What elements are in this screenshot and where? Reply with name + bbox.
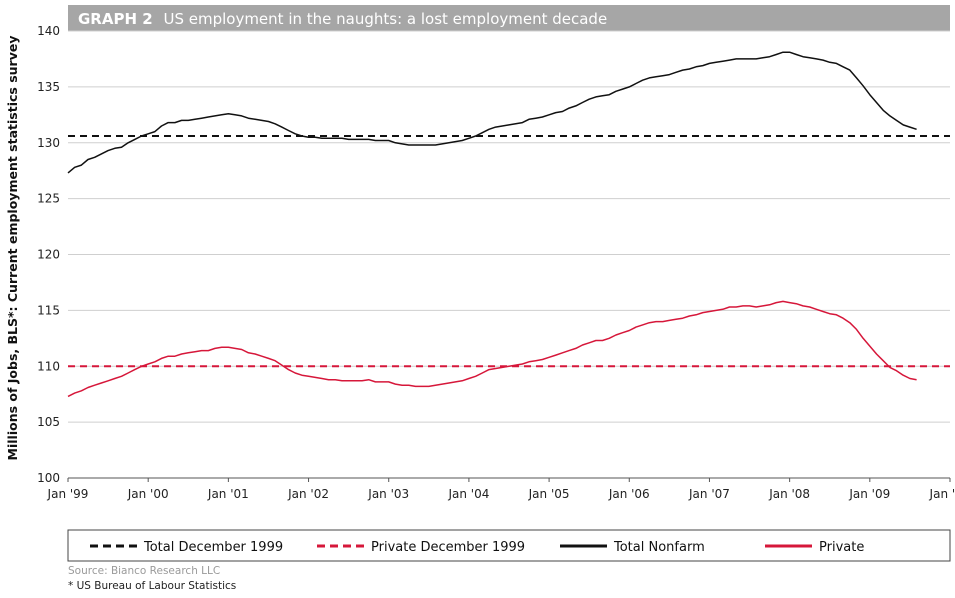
y-tick-label: 115 [37, 303, 60, 317]
y-tick-label: 105 [37, 415, 60, 429]
x-tick-label: Jan '00 [127, 487, 169, 501]
legend: Total December 1999 Private December 1999… [90, 540, 864, 555]
y-tick-label: 140 [37, 24, 60, 38]
series-lines [67, 51, 917, 398]
y-tick-label: 110 [37, 359, 60, 373]
reference-lines [68, 135, 950, 368]
x-tick-label: Jan '07 [688, 487, 730, 501]
y-tick-label: 120 [37, 248, 60, 262]
series-line [67, 51, 917, 174]
chart-title: GRAPH 2 US employment in the naughts: a … [78, 10, 607, 28]
legend-label: Private December 1999 [371, 540, 525, 555]
x-tick-label: Jan '01 [207, 487, 249, 501]
x-tick-label: Jan '08 [768, 487, 810, 501]
title-text: US employment in the naughts: a lost emp… [163, 10, 607, 28]
y-tick-labels: 100 105 110 115 120 125 130 135 140 [37, 24, 60, 485]
legend-label: Total Nonfarm [613, 540, 705, 555]
x-tick-label: Jan '03 [367, 487, 409, 501]
x-tick-labels: Jan '99 Jan '00 Jan '01 Jan '02 Jan '03 Jan '… [47, 478, 955, 501]
footnote: * US Bureau of Labour Statistics [68, 580, 237, 592]
source-note: Source: Bianco Research LLC [68, 565, 221, 577]
legend-label: Private [819, 540, 864, 555]
x-tick-label: Jan '04 [447, 487, 489, 501]
y-tick-label: 100 [37, 471, 60, 485]
title-prefix: GRAPH 2 [78, 10, 153, 28]
legend-box [67, 529, 951, 562]
x-tick-label: Jan '09 [848, 487, 890, 501]
y-tick-label: 135 [37, 80, 60, 94]
x-tick-label: Jan '99 [47, 487, 89, 501]
legend-label: Total December 1999 [143, 540, 283, 555]
x-tick-label: Jan '10 [929, 487, 955, 501]
gridlines [68, 30, 950, 423]
x-tick-label: Jan '06 [608, 487, 650, 501]
title-bar [68, 5, 950, 31]
series-line [67, 300, 917, 398]
y-axis-label: Millions of Jobs, BLS*: Current employme… [5, 36, 20, 461]
y-tick-label: 125 [37, 192, 60, 206]
x-tick-label: Jan '05 [528, 487, 570, 501]
y-tick-label: 130 [37, 136, 60, 150]
x-tick-label: Jan '02 [287, 487, 329, 501]
